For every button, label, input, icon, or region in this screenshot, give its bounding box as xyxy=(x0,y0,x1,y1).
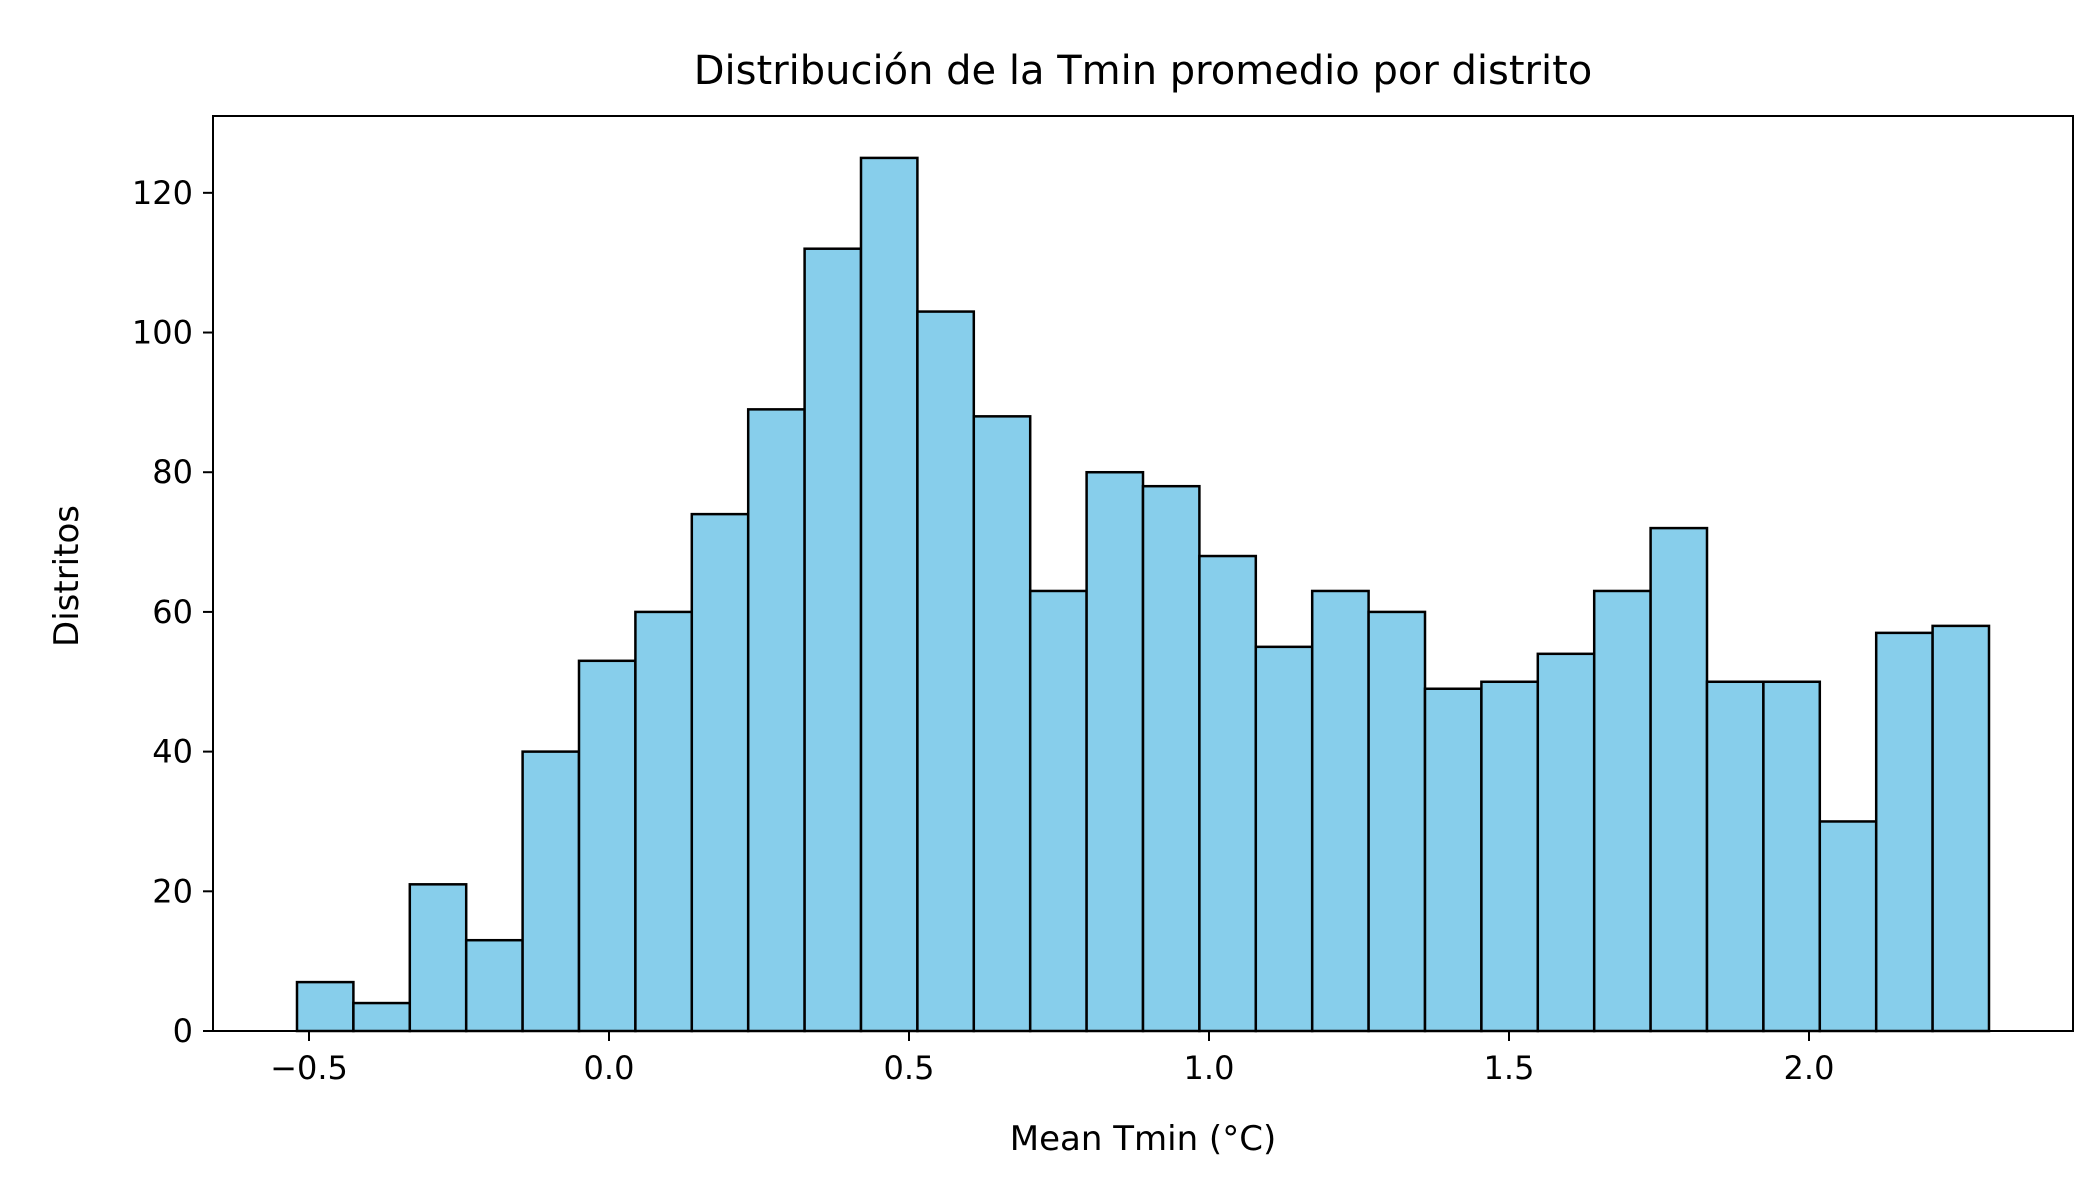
histogram-bar xyxy=(1874,631,1934,1033)
histogram-bar xyxy=(746,408,806,1033)
histogram-bar xyxy=(690,512,750,1033)
histogram-bar xyxy=(1141,484,1201,1033)
x-tick-label: 0.5 xyxy=(884,1049,935,1087)
y-tick-label: 20 xyxy=(152,872,193,910)
x-tick-label: 1.0 xyxy=(1184,1049,1235,1087)
x-axis-label: Mean Tmin (°C) xyxy=(1010,1119,1276,1159)
histogram-bar xyxy=(1931,624,1991,1033)
histogram-bar xyxy=(1536,652,1596,1033)
y-tick-label: 120 xyxy=(132,174,193,212)
histogram-bar xyxy=(1592,589,1652,1033)
chart-title: Distribución de la Tmin promedio por dis… xyxy=(694,48,1592,94)
histogram-bar xyxy=(408,883,468,1033)
histogram-bar xyxy=(1367,610,1427,1033)
histogram-bar xyxy=(916,310,976,1033)
histogram-bar xyxy=(1198,554,1258,1033)
y-tick-label: 0 xyxy=(173,1012,193,1050)
histogram-bar xyxy=(1254,645,1314,1033)
y-axis-ticks: 0 20 40 60 80 100 120 xyxy=(132,174,213,1050)
y-tick-label: 40 xyxy=(152,733,193,771)
histogram-bar xyxy=(1649,526,1709,1033)
histogram-bar xyxy=(1310,589,1370,1033)
x-tick-label: −0.5 xyxy=(270,1049,348,1087)
histogram-bar xyxy=(1705,680,1765,1033)
histogram-bar xyxy=(1762,680,1822,1033)
histogram-bar xyxy=(521,750,581,1033)
y-tick-label: 60 xyxy=(152,593,193,631)
plot-area-frame xyxy=(212,115,2074,1032)
histogram-bar xyxy=(577,659,637,1033)
bars-layer xyxy=(295,156,1991,1033)
y-tick-label: 100 xyxy=(132,314,193,352)
x-tick-label: 1.5 xyxy=(1484,1049,1535,1087)
histogram-bar xyxy=(1085,470,1145,1033)
histogram-bar xyxy=(352,1001,412,1033)
histogram-bar xyxy=(859,156,919,1033)
histogram-bar xyxy=(1480,680,1540,1033)
histogram-bar xyxy=(1423,687,1483,1033)
x-tick-label: 2.0 xyxy=(1784,1049,1835,1087)
histogram-bar xyxy=(1818,820,1878,1033)
histogram-bar xyxy=(972,415,1032,1033)
histogram-bar xyxy=(464,938,524,1033)
y-axis-label: Distritos xyxy=(47,505,87,647)
y-tick-label: 80 xyxy=(152,453,193,491)
histogram-bar xyxy=(295,980,355,1033)
x-tick-label: 0.0 xyxy=(584,1049,635,1087)
histogram-bar xyxy=(634,610,694,1033)
histogram-bar xyxy=(803,247,863,1033)
histogram-bar xyxy=(1028,589,1088,1033)
x-axis-ticks: −0.5 0.0 0.5 1.0 1.5 2.0 xyxy=(270,1031,1834,1087)
